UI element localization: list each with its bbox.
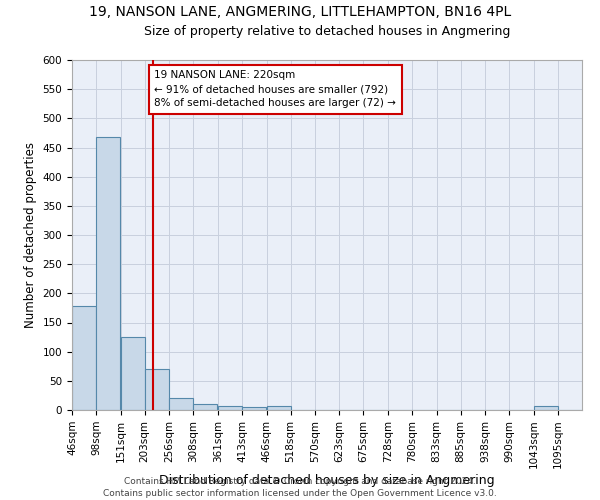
Text: Contains HM Land Registry data © Crown copyright and database right 2024.
Contai: Contains HM Land Registry data © Crown c… — [103, 476, 497, 498]
Bar — [169, 398, 193, 410]
Bar — [193, 404, 217, 410]
Bar — [534, 406, 558, 410]
Bar — [266, 406, 290, 410]
Bar — [96, 137, 120, 410]
X-axis label: Distribution of detached houses by size in Angmering: Distribution of detached houses by size … — [159, 474, 495, 487]
Bar — [72, 306, 96, 410]
Bar — [242, 407, 266, 410]
Text: 19, NANSON LANE, ANGMERING, LITTLEHAMPTON, BN16 4PL: 19, NANSON LANE, ANGMERING, LITTLEHAMPTO… — [89, 5, 511, 19]
Bar — [218, 406, 242, 410]
Bar — [121, 337, 145, 410]
Y-axis label: Number of detached properties: Number of detached properties — [24, 142, 37, 328]
Bar — [145, 369, 169, 410]
Text: 19 NANSON LANE: 220sqm
← 91% of detached houses are smaller (792)
8% of semi-det: 19 NANSON LANE: 220sqm ← 91% of detached… — [154, 70, 397, 108]
Title: Size of property relative to detached houses in Angmering: Size of property relative to detached ho… — [144, 25, 510, 38]
